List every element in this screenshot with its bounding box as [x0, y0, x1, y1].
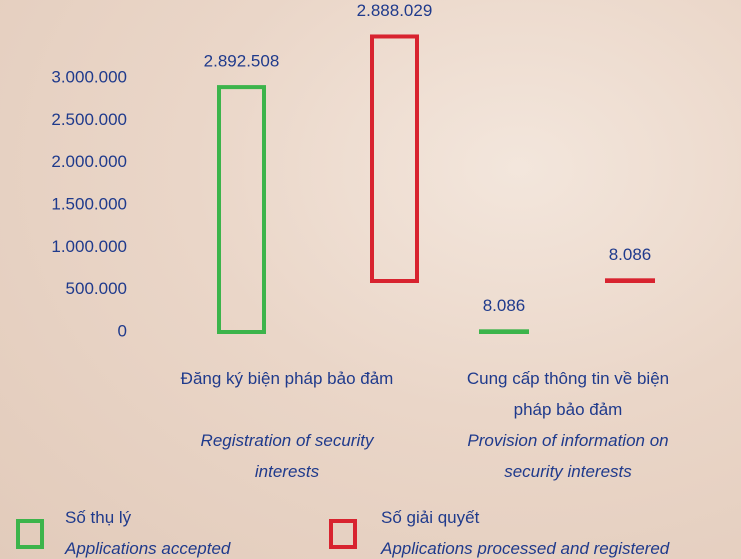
category-label: Cung cấp thông tin về biện pháp bảo đảm [448, 363, 688, 425]
legend-label-en: Applications processed and registered [381, 533, 669, 559]
legend-label-en: Applications accepted [65, 533, 230, 559]
value-label: 2.888.029 [357, 1, 433, 20]
y-tick-label: 0 [118, 321, 127, 340]
y-tick-label: 3.000.000 [51, 67, 127, 86]
value-label: 8.086 [609, 245, 652, 264]
bar [481, 331, 527, 332]
y-tick-label: 2.000.000 [51, 152, 127, 171]
category-label-en: Provision of information on security int… [438, 425, 698, 487]
bar [372, 36, 417, 281]
legend-label: Số thụ lý [65, 502, 131, 533]
legend-swatch [331, 521, 355, 547]
category-label: Đăng ký biện pháp bảo đảm [167, 363, 407, 394]
legend-swatch [18, 521, 42, 547]
category-label-en: Registration of security interests [167, 425, 407, 487]
y-tick-label: 2.500.000 [51, 110, 127, 129]
value-label: 8.086 [483, 296, 526, 315]
y-tick-label: 1.000.000 [51, 237, 127, 256]
y-tick-label: 500.000 [66, 279, 127, 298]
chart: 0 500.000 1.000.000 1.500.000 2.000.000 2.500… [0, 0, 741, 559]
bar [219, 87, 264, 332]
y-tick-label: 1.500.000 [51, 194, 127, 213]
legend-label: Số giải quyết [381, 502, 479, 533]
value-label: 2.892.508 [204, 52, 280, 71]
bar [607, 280, 653, 281]
